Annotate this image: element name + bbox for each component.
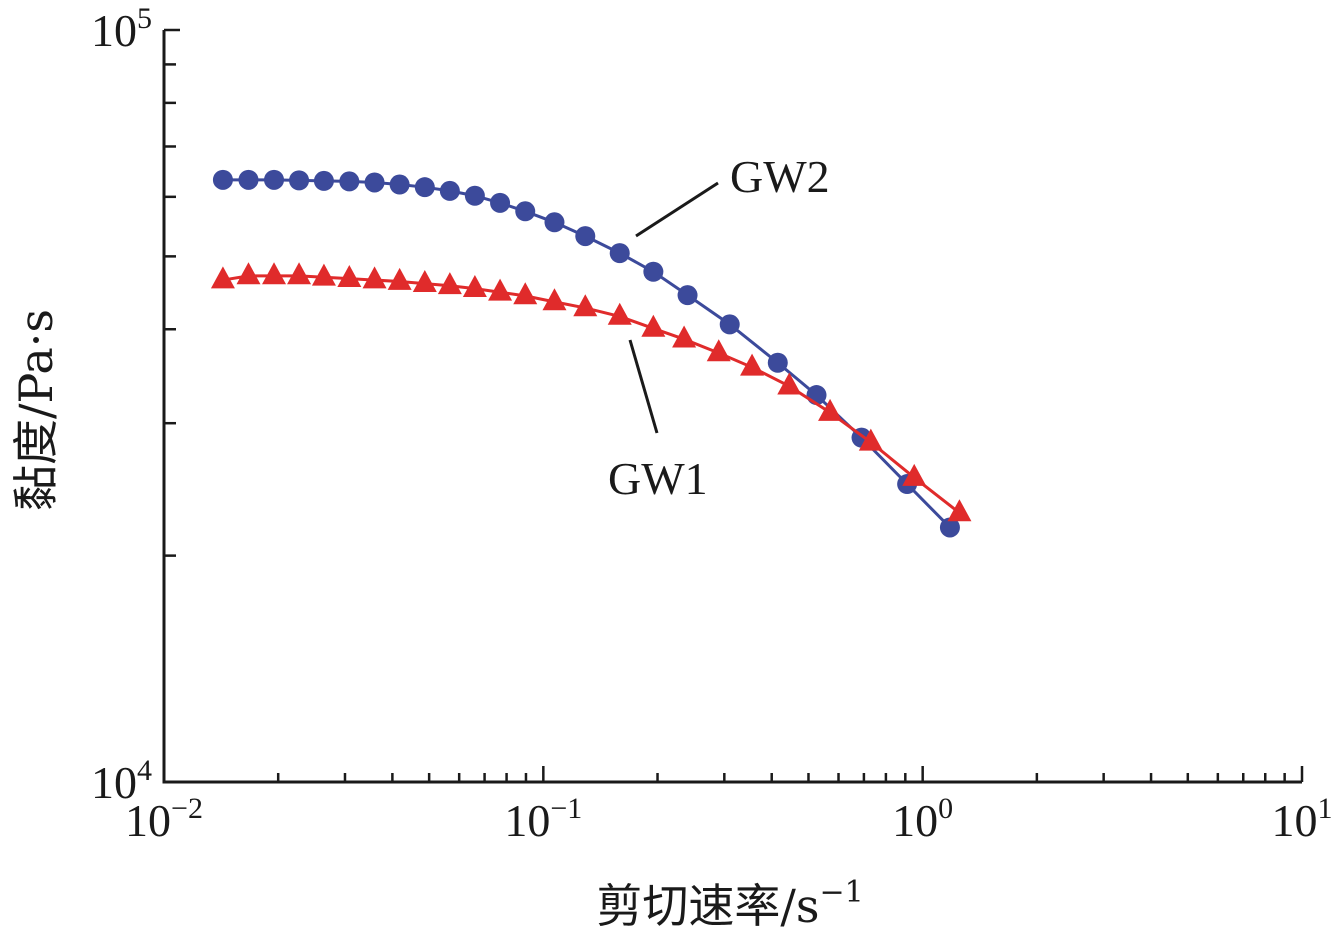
data-point-gw2 bbox=[364, 172, 385, 193]
x-tick-label-base: 10 bbox=[892, 795, 938, 846]
data-point-gw2 bbox=[464, 185, 485, 206]
data-point-gw1 bbox=[513, 282, 538, 305]
data-point-gw1 bbox=[858, 428, 883, 451]
data-point-gw1 bbox=[607, 302, 632, 325]
data-point-gw2 bbox=[289, 170, 310, 191]
data-point-gw1 bbox=[902, 463, 927, 486]
data-point-gw2 bbox=[939, 517, 960, 538]
x-axis-title-main: 剪切速率/s bbox=[596, 879, 819, 933]
data-point-gw2 bbox=[575, 226, 596, 247]
data-point-gw2 bbox=[544, 212, 565, 233]
data-point-gw2 bbox=[490, 192, 511, 213]
annotations: GW2 GW1 bbox=[608, 151, 830, 504]
data-point-gw2 bbox=[719, 314, 740, 335]
y-axis-title: 黏度/Pa·s bbox=[9, 309, 63, 511]
axis-frame bbox=[162, 30, 1302, 784]
data-point-gw2 bbox=[414, 177, 435, 198]
data-point-gw2 bbox=[767, 352, 788, 373]
data-point-gw1 bbox=[387, 267, 412, 290]
data-point-gw2 bbox=[264, 169, 285, 190]
series-layer bbox=[210, 169, 972, 538]
data-point-gw1 bbox=[542, 288, 567, 311]
y-tick-label: 104 bbox=[91, 754, 152, 808]
annotation-line-gw2 bbox=[635, 181, 719, 238]
data-point-gw1 bbox=[210, 266, 235, 289]
x-tick-label-exp: −1 bbox=[550, 792, 582, 825]
x-tick-label: 100 bbox=[892, 792, 953, 846]
data-point-gw2 bbox=[238, 169, 259, 190]
data-point-gw1 bbox=[740, 353, 765, 376]
x-tick-label-base: 10 bbox=[125, 795, 171, 846]
data-point-gw1 bbox=[337, 265, 362, 288]
data-point-gw2 bbox=[515, 201, 536, 222]
series-gw1 bbox=[210, 262, 972, 522]
x-tick-label-base: 10 bbox=[1272, 795, 1318, 846]
data-point-gw1 bbox=[777, 372, 802, 395]
data-point-gw1 bbox=[947, 499, 972, 522]
x-tick-label-exp: −2 bbox=[171, 792, 203, 825]
data-point-gw1 bbox=[362, 266, 387, 289]
x-axis-title-sup: −1 bbox=[819, 875, 863, 910]
data-point-gw1 bbox=[488, 278, 513, 301]
data-point-gw2 bbox=[389, 174, 410, 195]
data-point-gw1 bbox=[437, 272, 462, 295]
x-tick-label: 10−2 bbox=[125, 792, 203, 846]
data-point-gw1 bbox=[287, 262, 312, 285]
series-gw2 bbox=[212, 169, 960, 538]
data-point-gw1 bbox=[236, 262, 261, 285]
axis-titles: 剪切速率/s−1 黏度/Pa·s bbox=[9, 309, 864, 933]
y-tick-label-base: 10 bbox=[91, 5, 137, 56]
data-point-gw2 bbox=[339, 171, 360, 192]
annotation-label-gw1: GW1 bbox=[608, 453, 708, 504]
data-point-gw2 bbox=[643, 261, 664, 282]
annotation-label-gw2: GW2 bbox=[730, 151, 830, 202]
x-tick-label: 10−1 bbox=[504, 792, 582, 846]
y-tick-label-base: 10 bbox=[91, 757, 137, 808]
data-point-gw1 bbox=[641, 314, 666, 337]
data-point-gw1 bbox=[462, 274, 487, 297]
data-point-gw2 bbox=[609, 243, 630, 264]
data-point-gw1 bbox=[706, 339, 731, 362]
annotation-line-gw1 bbox=[628, 339, 659, 434]
data-point-gw1 bbox=[262, 262, 287, 285]
data-point-gw1 bbox=[573, 294, 598, 317]
data-point-gw1 bbox=[818, 398, 843, 421]
data-point-gw1 bbox=[311, 263, 336, 286]
x-tick-label-exp: 0 bbox=[938, 792, 953, 825]
data-point-gw1 bbox=[672, 325, 697, 348]
x-tick-label-exp: 1 bbox=[1318, 792, 1333, 825]
x-axis-title: 剪切速率/s−1 bbox=[596, 875, 863, 933]
y-tick-label-exp: 5 bbox=[137, 2, 152, 35]
data-point-gw1 bbox=[412, 269, 437, 292]
x-tick-label: 101 bbox=[1272, 792, 1333, 846]
data-point-gw2 bbox=[677, 285, 698, 306]
data-point-gw2 bbox=[313, 170, 334, 191]
y-tick-label-exp: 4 bbox=[137, 754, 152, 787]
data-point-gw2 bbox=[439, 180, 460, 201]
x-tick-label-base: 10 bbox=[504, 795, 550, 846]
y-tick-label: 105 bbox=[91, 2, 152, 56]
data-point-gw2 bbox=[212, 169, 233, 190]
